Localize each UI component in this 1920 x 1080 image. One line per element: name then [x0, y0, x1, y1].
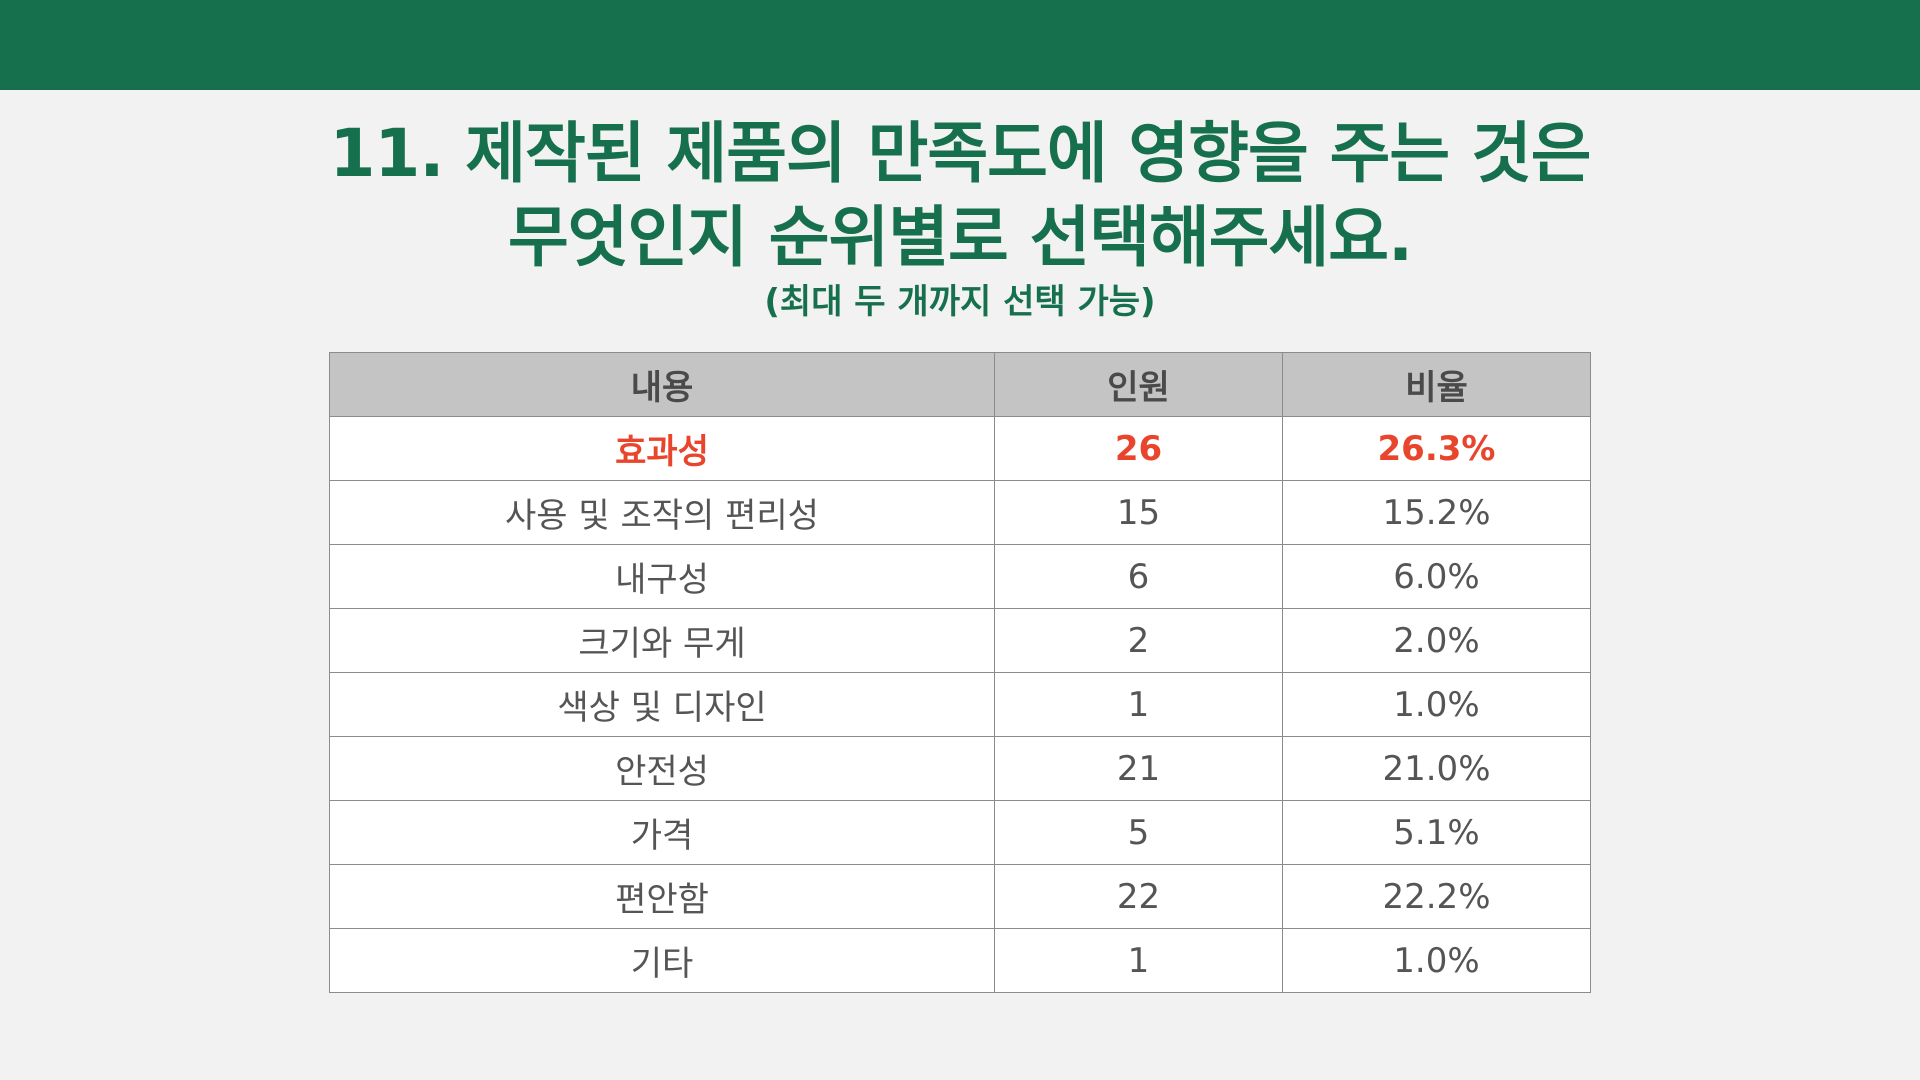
row-label: 가격 — [329, 800, 995, 865]
row-count: 21 — [994, 736, 1283, 801]
row-count: 1 — [994, 672, 1283, 737]
row-count: 6 — [994, 544, 1283, 609]
table-row: 안전성 21 21.0% — [329, 736, 1591, 801]
column-header-content: 내용 — [329, 352, 995, 417]
row-count: 26 — [994, 416, 1283, 481]
row-count: 1 — [994, 928, 1283, 993]
table-row: 가격 5 5.1% — [329, 800, 1591, 865]
table-row: 크기와 무게 2 2.0% — [329, 608, 1591, 673]
row-label: 내구성 — [329, 544, 995, 609]
row-ratio: 6.0% — [1282, 544, 1591, 609]
title-line-2: 무엇인지 순위별로 선택해주세요. — [507, 199, 1413, 276]
table-row: 내구성 6 6.0% — [329, 544, 1591, 609]
table-row: 편안함 22 22.2% — [329, 864, 1591, 929]
row-ratio: 5.1% — [1282, 800, 1591, 865]
row-label: 효과성 — [329, 416, 995, 481]
table-header-row: 내용 인원 비율 — [329, 352, 1591, 417]
row-ratio: 1.0% — [1282, 672, 1591, 737]
row-ratio: 2.0% — [1282, 608, 1591, 673]
row-label: 안전성 — [329, 736, 995, 801]
table-row: 효과성 26 26.3% — [329, 416, 1591, 481]
row-ratio: 15.2% — [1282, 480, 1591, 545]
row-label: 기타 — [329, 928, 995, 993]
row-count: 5 — [994, 800, 1283, 865]
row-label: 크기와 무게 — [329, 608, 995, 673]
title-line-1: 11. 제작된 제품의 만족도에 영향을 주는 것은 — [329, 115, 1591, 192]
table-row: 기타 1 1.0% — [329, 928, 1591, 993]
row-ratio: 21.0% — [1282, 736, 1591, 801]
row-count: 2 — [994, 608, 1283, 673]
table-row: 사용 및 조작의 편리성 15 15.2% — [329, 480, 1591, 545]
row-label: 편안함 — [329, 864, 995, 929]
row-label: 사용 및 조작의 편리성 — [329, 480, 995, 545]
row-count: 15 — [994, 480, 1283, 545]
page-subtitle: (최대 두 개까지 선택 가능) — [764, 282, 1156, 322]
column-header-count: 인원 — [994, 352, 1283, 417]
row-count: 22 — [994, 864, 1283, 929]
survey-results-table: 내용 인원 비율 효과성 26 26.3% 사용 및 조작의 편리성 15 15… — [329, 352, 1591, 993]
table-row: 색상 및 디자인 1 1.0% — [329, 672, 1591, 737]
row-ratio: 26.3% — [1282, 416, 1591, 481]
page-title: 11. 제작된 제품의 만족도에 영향을 주는 것은 무엇인지 순위별로 선택해… — [0, 112, 1920, 280]
row-label: 색상 및 디자인 — [329, 672, 995, 737]
column-header-ratio: 비율 — [1282, 352, 1591, 417]
row-ratio: 1.0% — [1282, 928, 1591, 993]
top-banner — [0, 0, 1920, 90]
row-ratio: 22.2% — [1282, 864, 1591, 929]
